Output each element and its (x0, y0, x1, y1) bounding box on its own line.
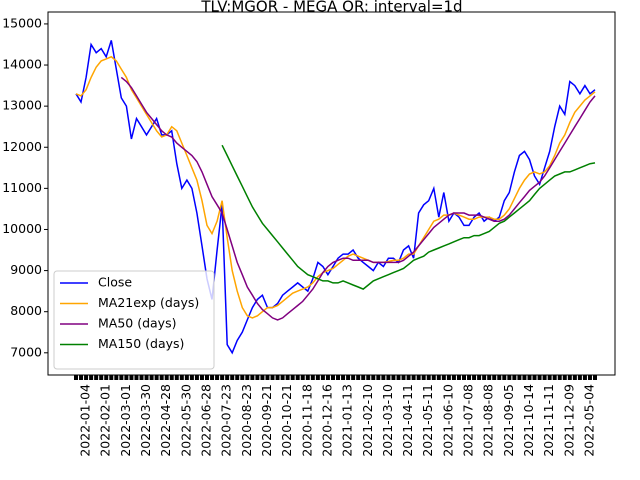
x-tick-label: 2022-02-01 (98, 384, 113, 457)
x-tick-label: 2021-01-13 (340, 384, 355, 457)
x-tick-label: 2021-05-11 (420, 384, 435, 457)
x-tick-label: 2020-07-23 (219, 384, 234, 457)
plot-frame (47, 11, 616, 376)
x-tick-label: 2020-08-23 (239, 384, 254, 457)
legend-label: Close (98, 275, 132, 290)
y-tick-label: 11000 (2, 180, 42, 195)
y-tick-label: 7000 (10, 344, 42, 359)
x-tick-label: 2022-04-28 (158, 384, 173, 457)
x-tick-label: 2021-06-10 (440, 384, 455, 457)
y-tick-label: 13000 (2, 98, 42, 113)
x-tick-label: 2022-05-04 (581, 384, 596, 457)
x-tick-label: 2021-03-10 (380, 384, 395, 457)
x-tick-label: 2021-10-14 (521, 384, 536, 457)
x-tick-label: 2022-03-01 (118, 384, 133, 457)
x-tick-label: 2020-12-16 (319, 384, 334, 457)
y-tick-label: 12000 (2, 139, 42, 154)
legend-label: MA50 (days) (98, 316, 176, 331)
chart-title: TLV:MGOR - MEGA OR: interval=1d (200, 0, 462, 16)
x-tick-label: 2022-06-28 (199, 384, 214, 457)
y-tick-label: 10000 (2, 221, 42, 236)
series-line (75, 40, 596, 355)
y-tick-label: 14000 (2, 57, 42, 72)
x-tick-label: 2022-03-30 (138, 384, 153, 457)
x-tick-label: 2021-07-08 (461, 384, 476, 457)
x-tick-label: 2021-04-11 (400, 384, 415, 457)
x-tick-label: 2021-08-08 (481, 384, 496, 457)
legend-label: MA150 (days) (98, 336, 184, 351)
series-line (120, 76, 596, 321)
legend-label: MA21exp (days) (98, 295, 199, 310)
y-tick-label: 15000 (2, 15, 42, 30)
y-tick-label: 8000 (10, 303, 42, 318)
series-line (75, 55, 596, 319)
x-tick-label: 2022-05-30 (178, 384, 193, 457)
y-tick-label: 9000 (10, 262, 42, 277)
x-tick-label: 2022-01-04 (78, 384, 93, 457)
x-tick-label: 2020-11-18 (299, 384, 314, 457)
x-tick-label: 2021-09-05 (501, 384, 516, 457)
x-tick-label: 2020-09-21 (259, 384, 274, 457)
x-tick-label: 2020-10-21 (279, 384, 294, 457)
x-tick-label: 2021-12-09 (561, 384, 576, 457)
x-tick-label: 2021-11-11 (541, 384, 556, 457)
legend-box (53, 270, 215, 370)
series-line (221, 144, 596, 290)
x-tick-label: 2021-02-10 (360, 384, 375, 457)
